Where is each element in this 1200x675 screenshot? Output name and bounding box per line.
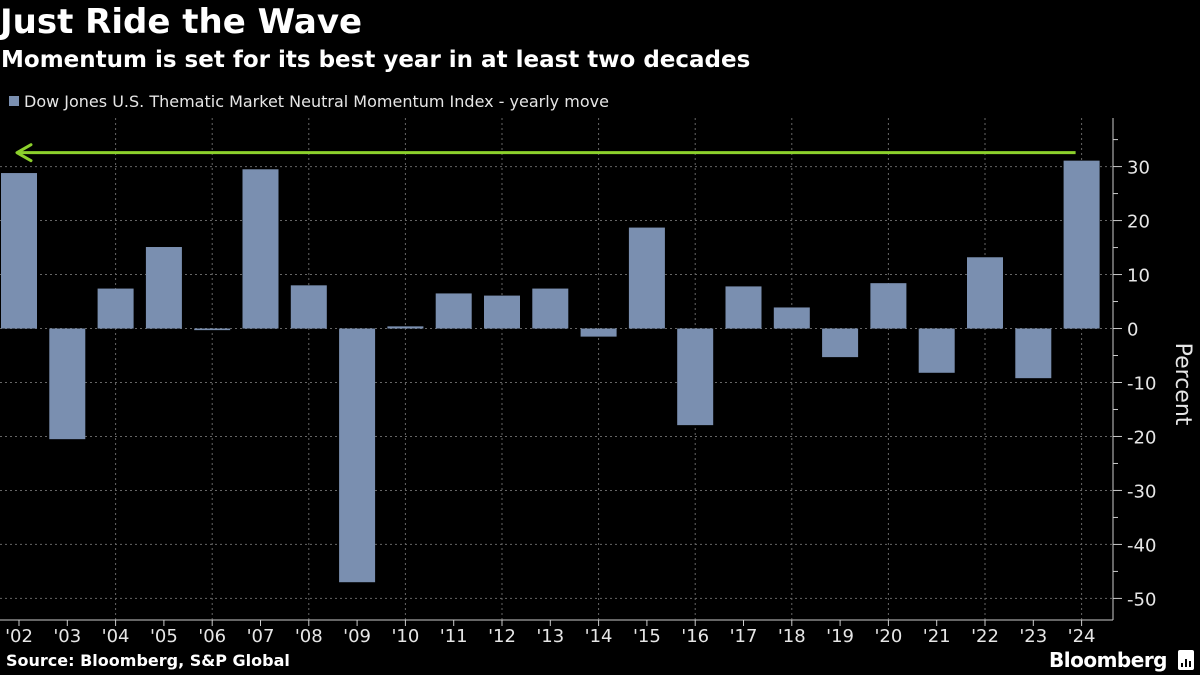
x-tick-label: '14: [585, 626, 613, 647]
x-tick-label: '02: [5, 626, 33, 647]
legend: Dow Jones U.S. Thematic Market Neutral M…: [9, 89, 609, 113]
y-tick-label: 20: [1127, 212, 1150, 233]
grid-layer: [0, 118, 1113, 620]
bar-09: [339, 328, 376, 583]
x-tick-label: '04: [102, 626, 130, 647]
source-note: Source: Bloomberg, S&P Global: [6, 651, 290, 670]
y-tick-label: -40: [1127, 535, 1156, 556]
y-tick-label: 30: [1127, 158, 1150, 179]
bar-05: [145, 247, 182, 329]
y-tick-label: 0: [1127, 320, 1138, 341]
bar-03: [49, 328, 86, 440]
x-tick-label: '24: [1068, 626, 1096, 647]
bar-08: [290, 285, 327, 329]
bar-23: [1015, 328, 1052, 379]
bar-12: [484, 295, 520, 329]
y-tick-label: -50: [1127, 589, 1156, 610]
y-tick-label: 10: [1127, 266, 1150, 287]
bar-16: [677, 328, 714, 426]
x-tick-label: '03: [53, 626, 81, 647]
bar-15: [628, 227, 665, 329]
x-tick-label: '17: [730, 626, 758, 647]
x-tick-label: '07: [247, 626, 275, 647]
x-tick-label: '10: [391, 626, 419, 647]
highlight-arrow-head: [15, 143, 33, 163]
bars-layer: [1, 160, 1100, 583]
x-tick-label: '19: [826, 626, 854, 647]
x-tick-label: '18: [778, 626, 806, 647]
x-tick-label: '06: [198, 626, 226, 647]
bar-21: [918, 328, 955, 373]
legend-label: Dow Jones U.S. Thematic Market Neutral M…: [24, 91, 609, 111]
bar-19: [822, 328, 859, 358]
bar-24: [1063, 160, 1100, 329]
x-tick-label: '09: [343, 626, 371, 647]
bar-04: [97, 288, 134, 329]
x-tick-label: '20: [874, 626, 902, 647]
bar-13: [532, 288, 569, 329]
bar-17: [725, 286, 762, 329]
bloomberg-chart-icon: [1178, 650, 1194, 670]
annotation-layer: [15, 143, 1076, 163]
x-tick-label: '22: [971, 626, 999, 647]
x-tick-label: '12: [488, 626, 516, 647]
bar-10: [387, 326, 424, 329]
x-tick-label: '16: [681, 626, 709, 647]
bar-18: [773, 307, 810, 329]
chart-subtitle: Momentum is set for its best year in at …: [1, 47, 751, 73]
y-tick-label: -20: [1127, 427, 1156, 448]
bar-20: [870, 283, 907, 329]
bar-11: [435, 293, 472, 329]
x-tick-label: '11: [440, 626, 468, 647]
legend-swatch: [9, 96, 19, 106]
x-tick-label: '08: [295, 626, 323, 647]
x-tick-label: '23: [1019, 626, 1047, 647]
bar-06: [194, 328, 231, 331]
y-axis-title: Percent: [1170, 343, 1195, 426]
x-tick-label: '15: [633, 626, 661, 647]
x-tick-label: '13: [536, 626, 564, 647]
x-tick-label: '05: [150, 626, 178, 647]
bar-07: [242, 169, 279, 329]
y-tick-label: -10: [1127, 373, 1156, 394]
bar-22: [967, 257, 1003, 329]
chart-title: Just Ride the Wave: [0, 2, 363, 42]
axis-layer: -50 -40 -30 -20 -10 0 10 20 30 '02 '03 '04 '05 '06 '07…: [0, 118, 1195, 647]
bar-02: [1, 173, 37, 329]
bar-14: [580, 328, 617, 337]
brand-logo: Bloomberg: [1049, 648, 1167, 672]
x-tick-label: '21: [923, 626, 951, 647]
y-tick-label: -30: [1127, 481, 1156, 502]
